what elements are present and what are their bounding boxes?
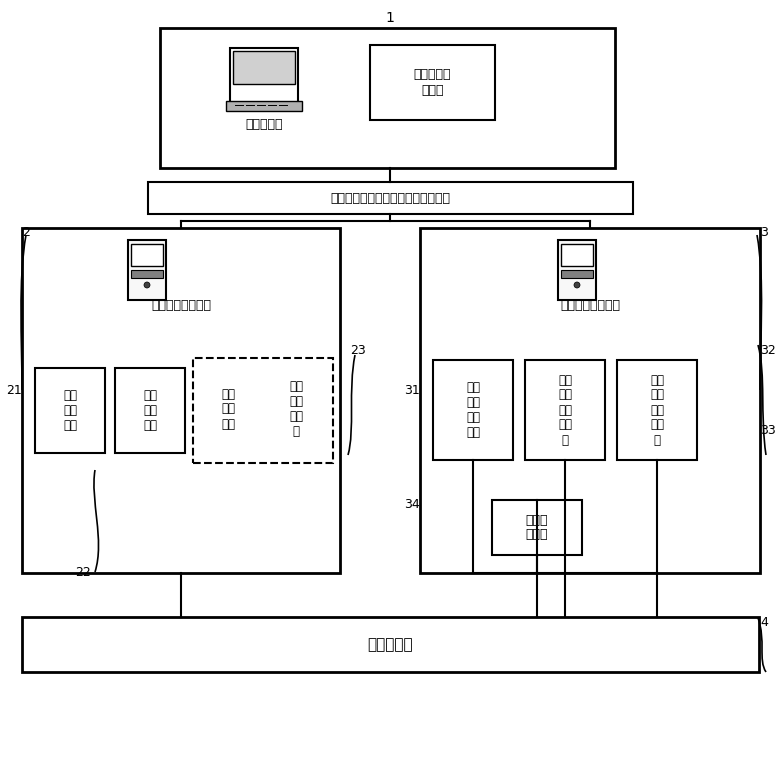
Text: 2: 2 (22, 226, 30, 239)
Text: 21: 21 (6, 384, 22, 397)
Bar (420, 228, 760, 573)
Text: 33: 33 (760, 423, 776, 436)
Text: 总线
通信
测试
子模
块: 总线 通信 测试 子模 块 (650, 374, 664, 446)
Bar (131, 270, 163, 278)
Bar (22, 617, 759, 672)
Bar (370, 45, 495, 120)
Text: 34: 34 (404, 498, 420, 511)
Bar (617, 360, 697, 460)
Bar (233, 51, 295, 84)
Text: 人机接口测试模块: 人机接口测试模块 (151, 299, 211, 312)
Text: 1: 1 (386, 11, 394, 25)
Text: 3: 3 (760, 226, 768, 239)
Text: 软件集成测
试模块: 软件集成测 试模块 (414, 69, 451, 96)
Bar (22, 228, 340, 573)
Bar (265, 365, 327, 453)
Bar (230, 48, 298, 103)
Bar (128, 240, 166, 300)
Text: 32: 32 (760, 343, 776, 356)
Bar (35, 368, 105, 453)
Text: 故障注
入设备: 故障注 入设备 (526, 513, 548, 542)
Bar (115, 368, 185, 453)
Text: 4: 4 (760, 616, 768, 629)
Text: 22: 22 (75, 565, 90, 578)
Text: 以太
网测
试子
模块: 以太 网测 试子 模块 (466, 381, 480, 439)
Text: 被测显示器: 被测显示器 (368, 637, 414, 652)
Text: 通信接口测试模块: 通信接口测试模块 (560, 299, 620, 312)
Text: 时间
分析
子模
块: 时间 分析 子模 块 (289, 380, 303, 438)
Bar (193, 358, 333, 463)
Bar (197, 365, 259, 453)
Text: 网络通信设备（以太网或串口通信）: 网络通信设备（以太网或串口通信） (330, 192, 450, 204)
Text: 测试主控机: 测试主控机 (245, 118, 283, 131)
Bar (558, 240, 596, 300)
Circle shape (574, 282, 580, 288)
Bar (492, 500, 582, 555)
Text: 模拟
操控
模块: 模拟 操控 模块 (63, 389, 77, 432)
Bar (433, 360, 513, 460)
Circle shape (144, 282, 150, 288)
Bar (525, 360, 605, 460)
Bar (561, 270, 593, 278)
Bar (226, 101, 302, 111)
Text: 串口
通信
测试
子模
块: 串口 通信 测试 子模 块 (558, 374, 572, 446)
Bar (561, 244, 593, 266)
Text: 机器
视觉
模块: 机器 视觉 模块 (143, 389, 157, 432)
Text: 31: 31 (404, 384, 420, 397)
Bar (160, 28, 615, 168)
Text: 23: 23 (350, 343, 366, 356)
Bar (148, 182, 633, 214)
Bar (131, 244, 163, 266)
Text: 电压
采样
单板: 电压 采样 单板 (221, 388, 235, 430)
